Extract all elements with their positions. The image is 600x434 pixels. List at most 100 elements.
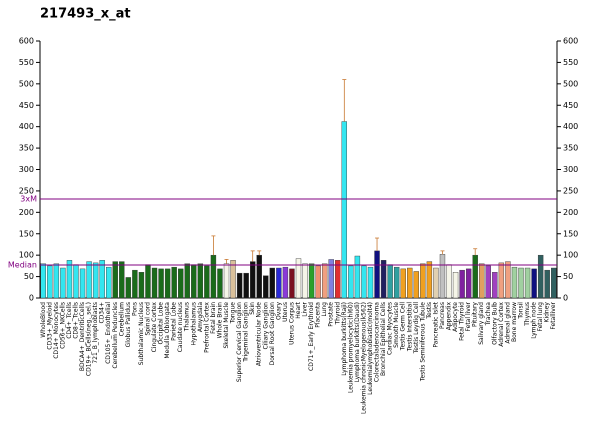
x-tick-label: CD14+_Monocytes xyxy=(53,302,60,359)
bar xyxy=(119,261,125,299)
x-tick-label: Fetal Thyroid xyxy=(459,302,466,341)
bar xyxy=(544,269,550,299)
x-tick-label: Globus Pallidus xyxy=(125,302,132,347)
x-tick-label: Fetal brain xyxy=(210,302,217,334)
y-tick-label: 200 xyxy=(19,208,34,217)
bar xyxy=(315,265,321,299)
x-tick-label: Lymphoma burkitts(Raji) xyxy=(341,302,348,376)
y2-tick-label: 150 xyxy=(563,229,578,238)
y2-tick-label: 300 xyxy=(563,165,578,174)
chart-title: 217493_x_at xyxy=(40,7,131,22)
x-tick-label: Uterus xyxy=(282,302,289,322)
y2-tick-label: 250 xyxy=(563,186,578,195)
x-tick-label: Subthalamic Nucleus xyxy=(138,302,145,365)
x-tick-label: Superior Cervical Ganglion xyxy=(236,302,243,382)
x-tick-label: Colorectaladenocarcinoma xyxy=(374,302,381,382)
x-tick-label: Testis Interstitial xyxy=(406,302,413,352)
bar xyxy=(537,254,544,299)
x-tick-label: WholeBlood xyxy=(40,302,47,338)
y-tick-label: 600 xyxy=(19,37,34,46)
x-tick-label: Prefrontal Cortex xyxy=(203,302,210,353)
x-tick-label: BDCA4+_DentriticCells xyxy=(79,302,86,371)
bar xyxy=(426,261,433,299)
x-tick-label: Atrioventricular Node xyxy=(256,302,263,366)
y-tick-label: 450 xyxy=(19,101,34,110)
bar xyxy=(387,264,393,299)
bar xyxy=(132,269,138,299)
bar xyxy=(171,266,177,299)
y2-tick-label: 600 xyxy=(563,37,578,46)
bar xyxy=(374,250,380,299)
x-tick-label: Lymph node xyxy=(531,302,538,339)
bar xyxy=(420,263,426,299)
x-tick-label: Bone marrow xyxy=(511,302,518,342)
x-tick-label: Adrenal gland xyxy=(504,302,511,344)
x-tick-label: Appendix xyxy=(446,302,453,331)
bar xyxy=(112,261,118,299)
bar xyxy=(223,263,230,299)
y-tick-label: 400 xyxy=(19,122,34,131)
bar xyxy=(400,268,406,299)
bar xyxy=(53,263,60,299)
x-tick-label: Parietal Lobe xyxy=(171,302,178,341)
x-tick-label: Testis xyxy=(426,302,433,320)
x-tick-label: CD19+_BCells(neg._sel.) xyxy=(86,302,93,376)
x-tick-label: Cingulate Cortex xyxy=(151,302,158,353)
bar xyxy=(348,265,354,299)
bar xyxy=(151,267,158,299)
bar xyxy=(40,263,46,299)
x-tick-label: Heart xyxy=(295,301,302,318)
bar xyxy=(492,272,498,299)
bar xyxy=(380,260,387,299)
x-tick-label: Smooth Muscle xyxy=(393,302,400,348)
bar xyxy=(282,266,289,299)
bar xyxy=(459,269,465,299)
x-tick-label: Dorsal Root Ganglion xyxy=(269,302,276,366)
x-tick-label: Pons xyxy=(131,302,138,316)
x-tick-label: CD8+_Tcells xyxy=(72,302,79,339)
bar xyxy=(73,264,79,299)
x-tick-label: Ovary xyxy=(275,302,282,320)
bar xyxy=(446,264,452,299)
bar xyxy=(524,267,531,299)
x-tick-label: CD4+_Tcells xyxy=(66,302,73,339)
y2-tick-label: 550 xyxy=(563,58,578,67)
x-tick-label: Tongue xyxy=(230,302,237,325)
x-tick-label: Whole Brain xyxy=(216,302,223,339)
threshold-label: 3xM xyxy=(20,195,37,204)
x-tick-label: Trigeminal Ganglion xyxy=(243,302,250,363)
bar xyxy=(184,263,190,299)
y-tick-label: 150 xyxy=(19,229,34,238)
y2-tick-label: 100 xyxy=(563,251,578,260)
bar xyxy=(518,267,524,299)
x-tick-label: Lymphoma burkitts(Daudi) xyxy=(354,302,361,382)
bar xyxy=(60,267,66,299)
bar xyxy=(335,260,341,299)
x-tick-label: Bronchial Epithelial Cells xyxy=(380,302,387,376)
bar xyxy=(295,258,302,299)
bar xyxy=(479,263,485,299)
y-tick-label: 0 xyxy=(29,294,34,303)
y2-tick-label: 400 xyxy=(563,122,578,131)
bar xyxy=(465,268,472,299)
bar xyxy=(197,263,204,299)
bar xyxy=(66,260,73,299)
x-tick-label: CD105+_Endothelial xyxy=(105,302,112,364)
y2-tick-label: 0 xyxy=(563,294,568,303)
x-tick-label: 721_B_lymphoblasts xyxy=(92,302,99,364)
x-tick-label: Adrenal Cortex xyxy=(498,302,505,347)
y2-tick-label: 200 xyxy=(563,208,578,217)
x-tick-label: Leukemia chronicMyelogenous(k562) xyxy=(360,302,367,414)
bar xyxy=(407,267,413,299)
bar xyxy=(250,261,256,299)
x-tick-label: Leukemialymphoblastic(molt4) xyxy=(367,302,374,395)
y-tick-label: 100 xyxy=(19,251,34,260)
bar xyxy=(191,264,197,299)
x-tick-label: Thalamus xyxy=(184,302,191,332)
bar xyxy=(511,266,518,299)
bar xyxy=(79,268,86,299)
bar xyxy=(263,275,269,299)
x-tick-label: Ciliary Ganglion xyxy=(262,302,269,350)
bar xyxy=(99,260,105,299)
